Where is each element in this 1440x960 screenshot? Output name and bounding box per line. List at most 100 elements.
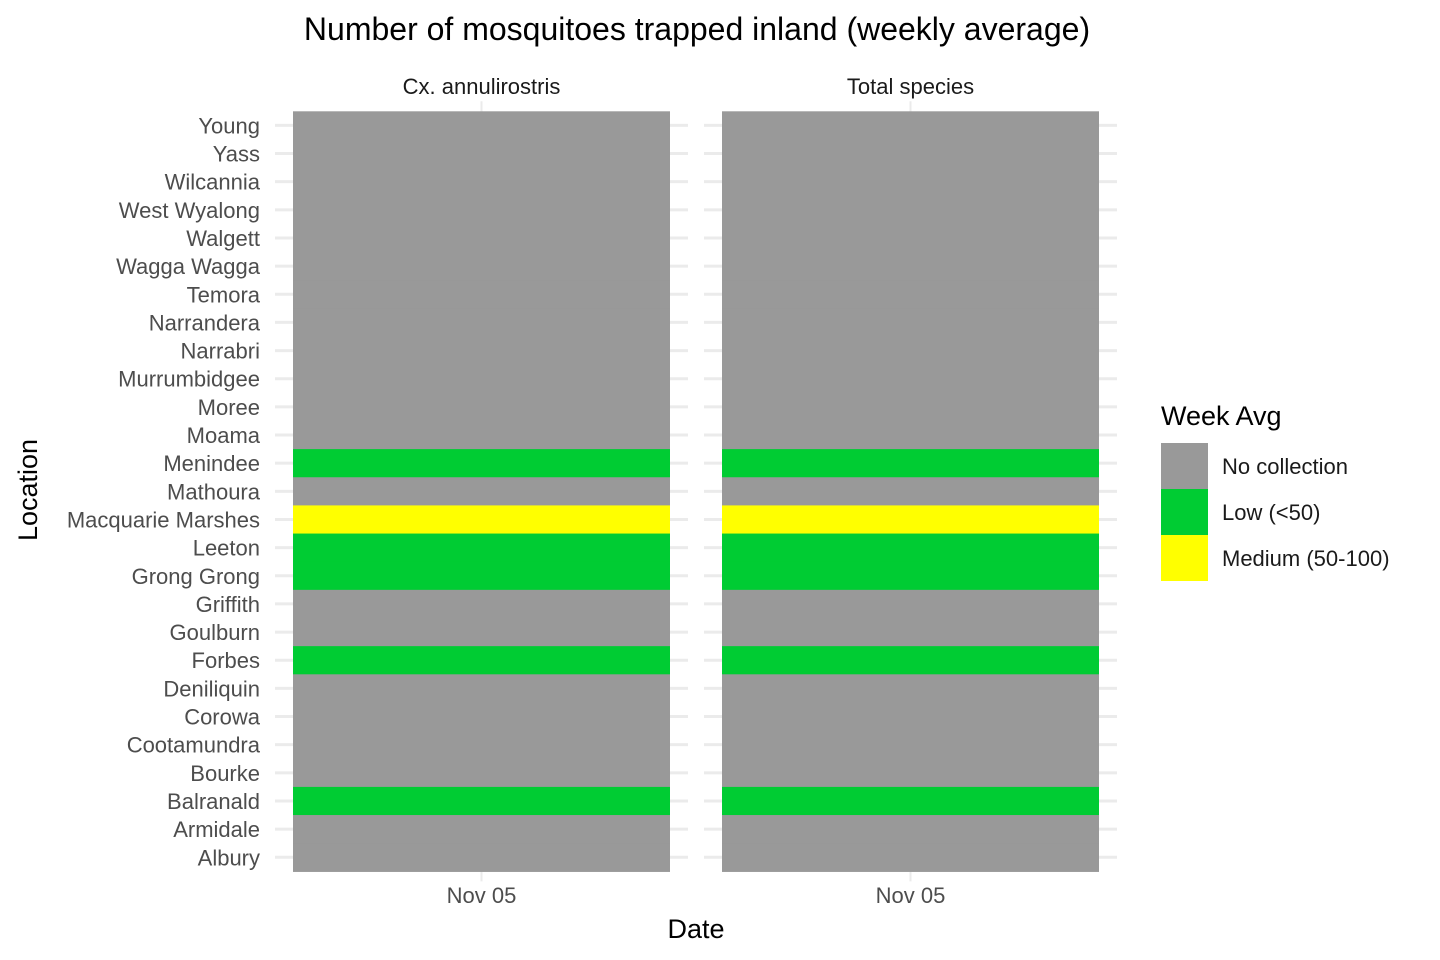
y-tick-label: Moree [198,395,260,420]
y-tick-label: Menindee [163,451,260,476]
chart-title: Number of mosquitoes trapped inland (wee… [304,11,1090,47]
tile-1-moree [293,392,670,422]
tile-1-corowa [293,702,670,732]
y-tick-label: Balranald [167,789,260,814]
tile-2-grong-grong [722,561,1099,591]
tile-2-deniliquin [722,674,1099,704]
legend-key-1 [1161,443,1208,489]
y-tick-label: Wilcannia [165,170,261,195]
tile-1-young [293,111,670,141]
tile-2-narrabri [722,336,1099,366]
y-tick-label: Narrandera [149,310,261,335]
tile-1-macquarie-marshes [293,505,670,535]
tile-2-menindee [722,449,1099,478]
tile-1-bourke [293,758,670,788]
tile-2-west-wyalong [722,195,1099,225]
tile-2-goulburn [722,618,1099,647]
y-axis-title: Location [13,439,43,541]
tile-1-narrabri [293,336,670,366]
tile-2-yass [722,139,1099,169]
tile-1-goulburn [293,618,670,647]
tile-2-young [722,111,1099,141]
y-tick-label: Murrumbidgee [118,367,260,392]
y-tick-label: Bourke [190,761,260,786]
y-tick-label: Yass [213,142,260,167]
tile-2-albury [722,843,1099,872]
x-tick-label-2: Nov 05 [876,883,946,908]
tile-1-menindee [293,449,670,478]
tile-1-yass [293,139,670,169]
tile-1-armidale [293,815,670,844]
tile-2-narrandera [722,308,1099,338]
legend-title: Week Avg [1161,401,1282,431]
tile-1-west-wyalong [293,195,670,225]
tile-2-balranald [722,786,1099,816]
facet-strip-label-1: Cx. annulirostris [403,74,561,99]
y-tick-label: Moama [187,423,261,448]
tile-1-wilcannia [293,167,670,197]
y-tick-label: Grong Grong [132,564,260,589]
y-tick-label: Cootamundra [127,733,261,758]
y-tick-label: Walgett [186,226,260,251]
tile-1-temora [293,280,670,309]
tile-1-griffith [293,589,670,619]
legend-entries: No collection Low (<50) Medium (50-100) [1161,443,1390,581]
tile-1-grong-grong [293,561,670,591]
legend-key-2 [1161,489,1208,535]
tiles-layer [293,111,1099,872]
tile-2-griffith [722,589,1099,619]
y-tick-label: Deniliquin [163,676,260,701]
x-axis-title: Date [667,914,724,944]
tile-2-armidale [722,815,1099,844]
tile-1-wagga-wagga [293,252,670,281]
tile-1-cootamundra [293,730,670,760]
facet-strip-label-2: Total species [847,74,974,99]
tile-1-leeton [293,533,670,563]
tile-2-moree [722,392,1099,422]
y-tick-label: Goulburn [169,620,260,645]
legend-key-3 [1161,535,1208,581]
y-tick-label: Leeton [193,536,260,561]
tile-2-wilcannia [722,167,1099,197]
y-tick-label: Armidale [173,817,260,842]
legend-label-2: Low (<50) [1222,500,1320,525]
tile-1-moama [293,420,670,450]
tile-2-walgett [722,223,1099,253]
y-tick-label: Forbes [192,648,260,673]
y-tick-label: West Wyalong [119,198,260,223]
facet-strip-2: Total species [847,74,974,99]
tile-2-moama [722,420,1099,450]
tile-1-forbes [293,646,670,675]
y-axis-ticks: Young Yass Wilcannia West Wyalong Walgett Wag… [67,113,261,870]
y-tick-label: Young [198,113,260,138]
tile-2-forbes [722,646,1099,675]
tile-1-murrumbidgee [293,364,670,394]
tile-2-temora [722,280,1099,309]
tile-2-mathoura [722,477,1099,506]
tile-1-balranald [293,786,670,816]
tile-2-corowa [722,702,1099,732]
tile-1-deniliquin [293,674,670,704]
y-tick-label: Griffith [196,592,260,617]
y-tick-label: Corowa [184,705,261,730]
legend-label-3: Medium (50-100) [1222,546,1390,571]
tile-2-bourke [722,758,1099,788]
y-tick-label: Mathoura [167,479,261,504]
tile-2-leeton [722,533,1099,563]
y-tick-label: Narrabri [181,339,260,364]
tile-2-cootamundra [722,730,1099,760]
x-tick-label-1: Nov 05 [447,883,517,908]
legend: Week Avg No collection Low (<50) Medium (5… [1161,401,1390,581]
y-tick-label: Temora [187,282,261,307]
tile-1-albury [293,843,670,872]
tile-1-walgett [293,223,670,253]
tile-2-wagga-wagga [722,252,1099,281]
tile-2-murrumbidgee [722,364,1099,394]
tile-1-mathoura [293,477,670,506]
y-tick-label: Albury [198,845,260,870]
tile-2-macquarie-marshes [722,505,1099,535]
y-tick-label: Wagga Wagga [116,254,261,279]
tile-1-narrandera [293,308,670,338]
facet-strip-1: Cx. annulirostris [403,74,561,99]
